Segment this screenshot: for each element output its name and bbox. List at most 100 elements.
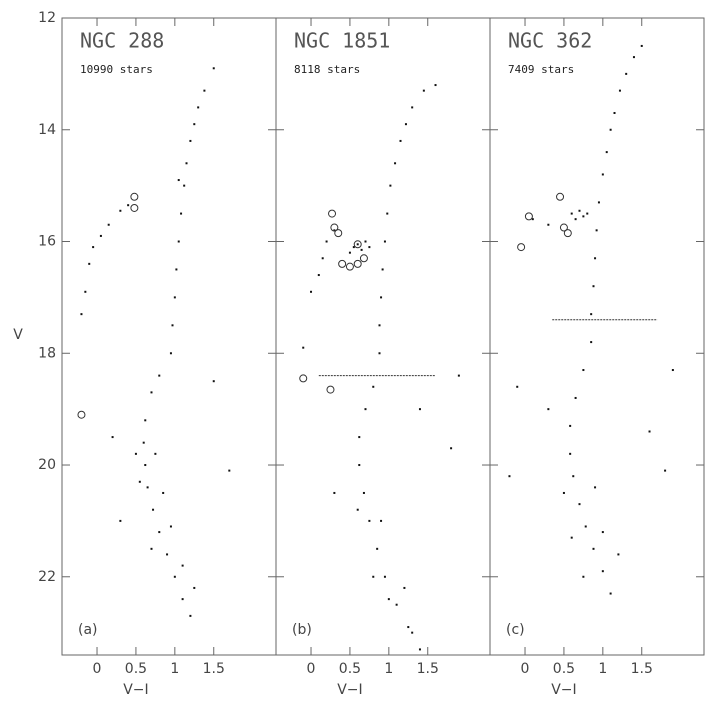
- star: [601, 173, 604, 176]
- marked-star: [326, 385, 335, 394]
- star: [618, 89, 621, 92]
- star: [333, 229, 336, 232]
- star: [383, 240, 386, 243]
- marked-star: [334, 229, 343, 238]
- star: [310, 290, 313, 293]
- star: [418, 648, 421, 651]
- x-tick-label: 0: [307, 661, 316, 677]
- marked-star: [130, 203, 139, 212]
- star: [368, 246, 371, 249]
- star: [609, 592, 612, 595]
- star: [595, 229, 598, 232]
- star: [572, 475, 575, 478]
- star: [88, 262, 91, 265]
- star: [586, 212, 589, 215]
- star: [146, 486, 149, 489]
- star: [142, 441, 145, 444]
- star: [584, 525, 587, 528]
- star: [169, 525, 172, 528]
- star: [325, 240, 328, 243]
- star: [570, 536, 573, 539]
- star: [594, 257, 597, 260]
- x-tick-label: 0.5: [339, 661, 361, 677]
- star: [601, 531, 604, 534]
- star: [177, 179, 180, 182]
- star: [582, 575, 585, 578]
- star: [387, 598, 390, 601]
- x-tick-label: 1: [384, 661, 393, 677]
- star: [376, 547, 379, 550]
- star: [590, 341, 593, 344]
- panel-title: NGC 362: [508, 29, 592, 53]
- marked-star: [556, 192, 565, 201]
- star: [302, 346, 305, 349]
- marked-star: [524, 212, 533, 221]
- y-tick-label: 20: [38, 457, 56, 473]
- star: [590, 313, 593, 316]
- star: [625, 72, 628, 75]
- star: [569, 424, 572, 427]
- panel-title: NGC 288: [80, 29, 164, 53]
- star: [411, 631, 414, 634]
- panel-frame: [61, 17, 277, 656]
- star: [368, 519, 371, 522]
- star: [450, 447, 453, 450]
- star: [356, 508, 359, 511]
- star: [362, 491, 365, 494]
- star: [578, 209, 581, 212]
- marked-star: [359, 254, 368, 263]
- star: [183, 184, 186, 187]
- star: [84, 290, 87, 293]
- x-axis-label: V−I: [551, 682, 576, 698]
- x-axis-label: V−I: [123, 682, 148, 698]
- star: [185, 162, 188, 165]
- star: [378, 324, 381, 327]
- star: [317, 274, 320, 277]
- star: [418, 408, 421, 411]
- marked-star: [345, 262, 354, 271]
- panel-frame: [275, 17, 491, 656]
- marked-star: [338, 259, 347, 268]
- star: [601, 570, 604, 573]
- star: [177, 240, 180, 243]
- star: [609, 128, 612, 131]
- star: [597, 201, 600, 204]
- star: [605, 151, 608, 154]
- y-tick-label: 14: [38, 122, 56, 138]
- star: [107, 223, 110, 226]
- star: [175, 268, 178, 271]
- panel-label: (a): [78, 622, 98, 638]
- star: [352, 246, 355, 249]
- star: [203, 89, 206, 92]
- marked-star: [517, 243, 526, 252]
- star: [434, 84, 437, 87]
- star: [613, 111, 616, 114]
- star: [574, 218, 577, 221]
- star: [181, 564, 184, 567]
- panel-frame: [489, 17, 705, 656]
- marked-star: [353, 240, 362, 249]
- star: [158, 374, 161, 377]
- star: [197, 106, 200, 109]
- x-tick-label: 1: [598, 661, 607, 677]
- star: [389, 184, 392, 187]
- star: [193, 586, 196, 589]
- star: [411, 106, 414, 109]
- star: [407, 626, 410, 629]
- panel-subtitle: 8118 stars: [294, 63, 360, 76]
- star: [399, 139, 402, 142]
- x-axis-label: V−I: [337, 682, 362, 698]
- star: [212, 67, 215, 70]
- marked-star: [130, 192, 139, 201]
- star: [212, 380, 215, 383]
- star: [372, 575, 375, 578]
- star: [92, 246, 95, 249]
- star: [671, 369, 674, 372]
- star: [150, 391, 153, 394]
- star: [394, 162, 397, 165]
- x-tick-label: 0: [521, 661, 530, 677]
- star: [171, 324, 174, 327]
- star: [169, 352, 172, 355]
- star: [358, 464, 361, 467]
